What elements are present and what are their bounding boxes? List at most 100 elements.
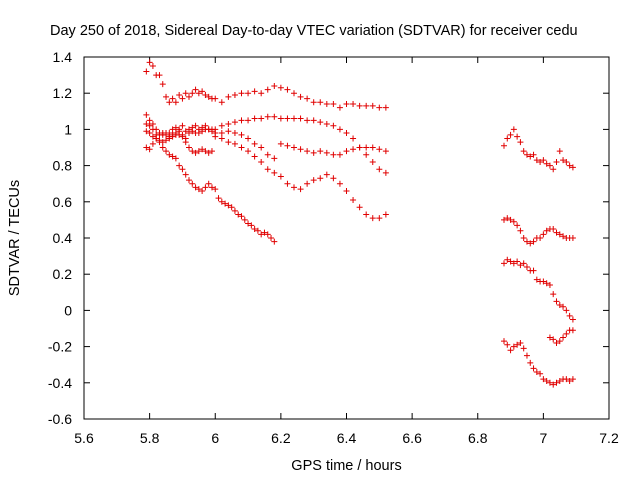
x-tick-label: 6 — [211, 430, 219, 446]
data-point — [225, 202, 232, 209]
data-point — [553, 229, 560, 236]
data-point — [169, 126, 176, 133]
data-point — [179, 131, 186, 138]
data-point — [205, 180, 212, 187]
data-point — [264, 166, 271, 173]
y-tick-label: 1.2 — [53, 85, 73, 101]
data-point — [343, 148, 350, 155]
data-point — [205, 149, 212, 156]
data-point — [323, 171, 330, 178]
data-point — [218, 198, 225, 205]
data-point — [523, 151, 530, 158]
y-tick-label: -0.6 — [48, 411, 72, 427]
data-point — [248, 222, 255, 229]
data-point — [560, 157, 567, 164]
chart-title: Day 250 of 2018, Sidereal Day-to-day VTE… — [50, 23, 578, 39]
data-point — [504, 135, 511, 142]
data-point — [553, 298, 560, 305]
data-point — [356, 102, 363, 109]
data-point — [291, 115, 297, 122]
data-point — [543, 227, 550, 234]
data-point — [264, 113, 271, 120]
data-point — [159, 130, 166, 137]
data-point — [172, 130, 179, 137]
data-point — [291, 144, 297, 151]
data-point — [369, 158, 376, 165]
data-point — [530, 365, 537, 372]
series-track-5 — [143, 120, 278, 245]
data-point — [323, 149, 330, 156]
data-point — [218, 99, 225, 106]
data-point — [146, 59, 153, 66]
data-point — [146, 122, 153, 129]
data-point — [159, 81, 166, 88]
data-point — [376, 104, 383, 111]
data-point — [208, 128, 215, 135]
data-point — [310, 99, 317, 106]
data-point — [284, 86, 291, 93]
data-point — [523, 238, 530, 245]
data-point — [569, 164, 576, 171]
data-point — [149, 133, 156, 140]
data-point — [553, 158, 560, 165]
data-point — [543, 160, 550, 167]
data-point — [553, 379, 560, 386]
data-point — [195, 90, 202, 97]
data-point — [179, 95, 186, 102]
data-point — [504, 256, 511, 263]
data-point — [330, 175, 337, 182]
data-point — [199, 187, 206, 194]
data-point — [186, 177, 192, 184]
data-point — [251, 153, 258, 160]
data-point — [176, 128, 183, 135]
data-point — [550, 291, 557, 298]
data-point — [192, 184, 199, 191]
data-point — [264, 86, 271, 93]
data-point — [241, 216, 248, 223]
data-point — [166, 151, 173, 158]
data-point — [277, 140, 284, 147]
data-point — [530, 267, 537, 274]
data-point — [189, 148, 196, 155]
data-point — [336, 126, 343, 133]
data-point — [563, 376, 570, 383]
data-point — [523, 263, 530, 270]
data-point — [363, 102, 370, 109]
data-point — [192, 86, 199, 93]
data-point — [369, 215, 376, 222]
data-point — [563, 158, 570, 165]
data-point — [245, 220, 252, 227]
data-point — [189, 128, 196, 135]
data-point — [258, 231, 265, 238]
data-point — [238, 131, 245, 138]
data-point — [205, 93, 212, 100]
data-point — [291, 184, 297, 191]
data-point — [304, 117, 311, 124]
data-point — [376, 146, 383, 153]
data-point — [149, 126, 156, 133]
data-point — [369, 144, 376, 151]
series-track-8 — [501, 256, 576, 323]
data-point — [546, 162, 553, 169]
data-point — [556, 231, 563, 238]
data-point — [507, 131, 514, 138]
data-point — [523, 352, 530, 359]
data-point — [330, 101, 337, 108]
data-point — [317, 175, 324, 182]
data-point — [507, 216, 514, 223]
data-point — [228, 204, 235, 211]
data-point — [550, 381, 557, 388]
data-point — [510, 343, 517, 350]
data-point — [202, 148, 209, 155]
data-point — [238, 144, 245, 151]
data-point — [550, 166, 557, 173]
data-point — [501, 142, 507, 149]
data-point — [186, 93, 192, 100]
data-point — [350, 101, 357, 108]
data-point — [363, 211, 370, 218]
data-point — [520, 260, 527, 267]
data-point — [231, 92, 238, 99]
data-point — [202, 184, 209, 191]
y-tick-label: 0 — [64, 302, 72, 318]
